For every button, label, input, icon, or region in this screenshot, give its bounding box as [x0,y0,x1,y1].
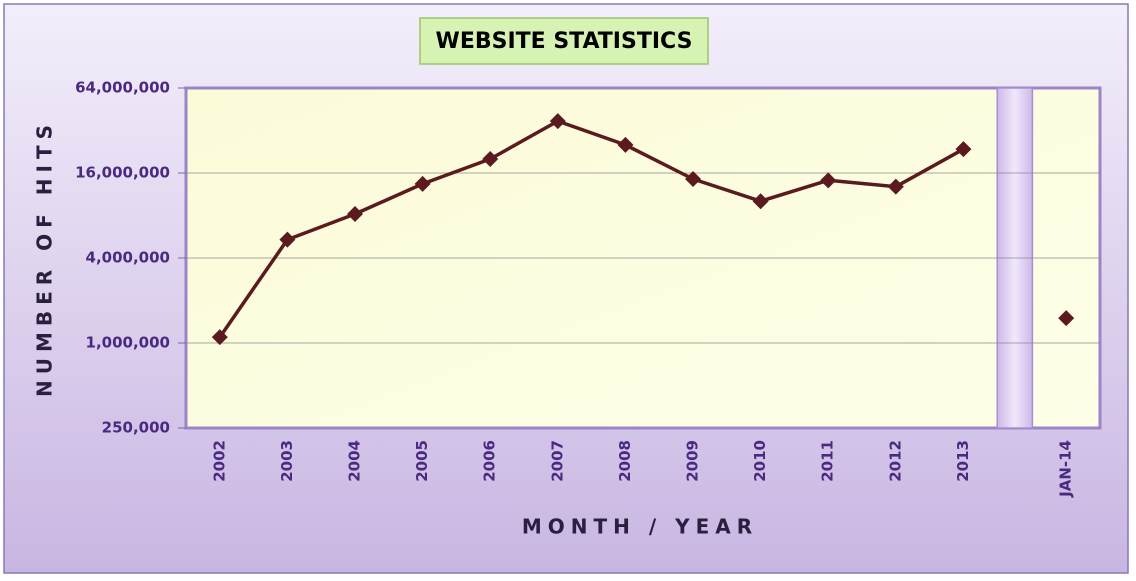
x-tick-label: 2002 [210,440,228,482]
data-point [347,205,364,222]
chart-title: WEBSITE STATISTICS [436,29,693,54]
data-point [549,113,566,130]
y-tick-label: 250,000 [102,419,170,437]
x-tick-label: 2013 [954,440,972,482]
y-tick-label: 4,000,000 [86,249,170,267]
data-point [955,141,972,158]
x-tick-label: 2008 [616,440,634,482]
y-tick-label: 16,000,000 [75,164,170,182]
x-tick-label: 2006 [481,440,499,482]
data-point [820,172,837,189]
data-point [211,329,228,346]
y-tick-label: 64,000,000 [75,79,170,97]
y-tick-label: 1,000,000 [86,334,170,352]
data-point [279,231,296,248]
x-tick-label: 2009 [684,440,702,482]
data-point [887,178,904,195]
x-tick-label: JAN-14 [1057,440,1075,498]
x-tick-label: 2005 [413,440,431,482]
x-tick-label: 2012 [886,440,904,482]
x-tick-label: 2003 [278,440,296,482]
data-point [414,175,431,192]
data-point [752,193,769,210]
x-tick-label: 2010 [751,440,769,482]
x-tick-label: 2007 [548,440,566,482]
title-box [419,17,709,65]
data-point [685,171,702,188]
data-point [1058,310,1075,327]
x-tick-label: 2004 [346,440,364,482]
y-axis-title: NUMBER OF HITS [33,119,57,397]
data-point [617,136,634,153]
x-axis-title: MONTH / YEAR [522,515,758,539]
data-point [482,151,499,168]
x-tick-label: 2011 [819,440,837,482]
